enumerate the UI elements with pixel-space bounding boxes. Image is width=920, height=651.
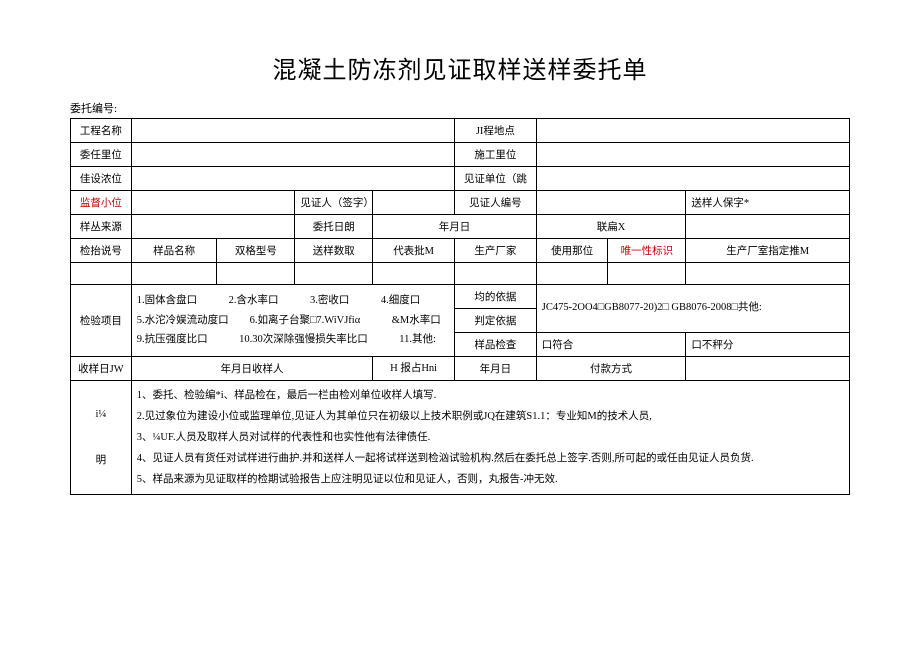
value-project-name: [131, 119, 454, 143]
entrust-no-label: 委托编号:: [70, 100, 850, 116]
data-c9: [686, 263, 850, 285]
label-witness-no: 见证人编号: [455, 191, 537, 215]
data-c2: [131, 263, 217, 285]
label-entrust-unit: 委任里位: [71, 143, 132, 167]
label-report: H 报占Hni: [373, 357, 455, 381]
label-construct-unit: 施工里位: [455, 143, 537, 167]
value-contact: [686, 215, 850, 239]
form-table: 工程名称 JI程地点 委任里位 施工里位 佳设浓位 见证单位（跳 监督小位 见证…: [70, 118, 850, 495]
value-witness-unit: [536, 167, 849, 191]
table-row: 样丛来源 委托日朗 年月日 联扁X: [71, 215, 850, 239]
data-c6: [455, 263, 537, 285]
value-construct-unit: [536, 143, 849, 167]
value-project-loc: [536, 119, 849, 143]
value-payment: [686, 357, 850, 381]
value-nonconform: 口不秤分: [686, 333, 850, 357]
label-payment: 付款方式: [536, 357, 686, 381]
hdr-c7: 使用那位: [536, 239, 608, 263]
label-entrust-date: 委托日朗: [295, 215, 373, 239]
label-build-unit: 佳设浓位: [71, 167, 132, 191]
label-sample-source: 样丛来源: [71, 215, 132, 239]
value-sample-source: [131, 215, 295, 239]
data-c1: [71, 263, 132, 285]
label-contact: 联扁X: [536, 215, 686, 239]
label-witness-unit: 见证单位（跳: [455, 167, 537, 191]
items-line3: 9.抗压强度比口 10.30次深除强慢损失率比口 11.其他:: [137, 330, 449, 350]
table-row: 监督小位 见证人（签字） 见证人编号 送样人保字*: [71, 191, 850, 215]
value-witness-no: [536, 191, 686, 215]
items-line1: 1.固体含盘口 2.含水率口 3.密收口 4.细度口: [137, 291, 449, 311]
label-items: 检验项目: [71, 285, 132, 357]
table-row: 工程名称 JI程地点: [71, 119, 850, 143]
value-supervise-unit: [131, 191, 295, 215]
value-entrust-date: 年月日: [373, 215, 537, 239]
label-project-name: 工程名称: [71, 119, 132, 143]
data-c4: [295, 263, 373, 285]
hdr-c4: 送样数取: [295, 239, 373, 263]
data-c5: [373, 263, 455, 285]
value-conform: 口符合: [536, 333, 686, 357]
table-row: 收样日JW 年月日收样人 H 报占Hni 年月日 付款方式: [71, 357, 850, 381]
table-row: [71, 263, 850, 285]
label-receive-date: 收样日JW: [71, 357, 132, 381]
items-line2: 5.水沱冷娱流动度口 6.如离子台聚□7.WiVJfiα &M水率口: [137, 311, 449, 331]
table-row: 检抬说号 样品名称 双格型号 送样数取 代表批M 生产厂家 使用那位 唯一性标识…: [71, 239, 850, 263]
value-basis: JC475-2OO4□GB8077-20)2□ GB8076-2008□共他:: [536, 285, 849, 333]
table-row: 检验项目 1.固体含盘口 2.含水率口 3.密收口 4.细度口 5.水沱冷娱流动…: [71, 285, 850, 309]
hdr-c9: 生产厂室指定推M: [686, 239, 850, 263]
data-c7: [536, 263, 608, 285]
label-supervise-unit: 监督小位: [71, 191, 132, 215]
note-2: 2.见过象位为建设小位或监理单位,见证人为其单位只在初级以上技术职例或JQ在建筑…: [137, 406, 844, 427]
table-row: 佳设浓位 见证单位（跳: [71, 167, 850, 191]
data-c8: [608, 263, 686, 285]
value-report-date: 年月日: [455, 357, 537, 381]
note-5: 5、样品来源为见证取样的检期试验报告上应注明见证以位和见证人，否则，丸报告-冲无…: [137, 469, 844, 490]
value-witness-sign: [373, 191, 455, 215]
hdr-c1: 检抬说号: [71, 239, 132, 263]
label-witness-sign: 见证人（签字）: [295, 191, 373, 215]
note-3: 3、¼UF.人员及取样人员对试样的代表性和也实性他有法律债任.: [137, 427, 844, 448]
label-notes: i¼ 明: [71, 381, 132, 495]
value-receive-date: 年月日收样人: [131, 357, 372, 381]
hdr-c2: 样品名称: [131, 239, 217, 263]
value-build-unit: [131, 167, 454, 191]
notes-content: 1、委托、检验编*i、样品检在，最后一栏由检刈单位收样人填写. 2.见过象位为建…: [131, 381, 849, 495]
label-sample-check: 样品检查: [455, 333, 537, 357]
value-entrust-unit: [131, 143, 454, 167]
items-content: 1.固体含盘口 2.含水率口 3.密收口 4.细度口 5.水沱冷娱流动度口 6.…: [131, 285, 454, 357]
label-project-loc: JI程地点: [455, 119, 537, 143]
label-basis1: 均的依据: [455, 285, 537, 309]
label-basis2: 判定依据: [455, 309, 537, 333]
note-4: 4、见证人员有货任对试样进行曲护.并和送样人一起将试样送到检汹试验机构.然后在委…: [137, 448, 844, 469]
note-1: 1、委托、检验编*i、样品检在，最后一栏由检刈单位收样人填写.: [137, 385, 844, 406]
table-row: 委任里位 施工里位: [71, 143, 850, 167]
hdr-c6: 生产厂家: [455, 239, 537, 263]
page-title: 混凝土防冻剂见证取样送样委托单: [70, 50, 850, 85]
table-row: i¼ 明 1、委托、检验编*i、样品检在，最后一栏由检刈单位收样人填写. 2.见…: [71, 381, 850, 495]
hdr-c3: 双格型号: [217, 239, 295, 263]
data-c3: [217, 263, 295, 285]
hdr-c8: 唯一性标识: [608, 239, 686, 263]
hdr-c5: 代表批M: [373, 239, 455, 263]
label-sender-sign: 送样人保字*: [686, 191, 850, 215]
